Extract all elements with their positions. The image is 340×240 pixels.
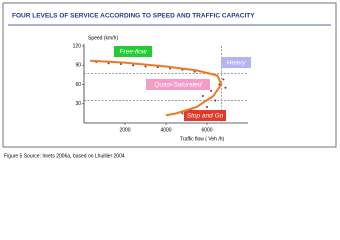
annotation-box [114, 46, 152, 57]
point [206, 105, 208, 108]
curve [90, 59, 223, 117]
y-axis-label: Speed (km/h) [88, 35, 118, 41]
y-tick-label: 120 [73, 43, 82, 49]
point [144, 65, 147, 68]
x-tick-label: 6000 [201, 127, 212, 133]
point [214, 99, 217, 102]
point [132, 64, 135, 67]
x-tick-label: 2000 [119, 127, 130, 133]
annotation-box [146, 79, 210, 90]
x-tick-label: 4000 [160, 127, 171, 133]
y-tick-label: 60 [75, 82, 81, 88]
page: FOUR LEVELS OF SERVICE ACCORDING TO SPEE… [2, 2, 337, 160]
point [222, 78, 225, 81]
annotation: Free-flow [119, 49, 147, 56]
caption: Figure 5 Source: Inrets 2006a, based on … [4, 153, 125, 159]
point [107, 62, 110, 65]
chart-title: FOUR LEVELS OF SERVICE ACCORDING TO SPEE… [12, 13, 255, 20]
point [210, 89, 213, 92]
point [201, 95, 204, 98]
annotation: Heavy [227, 60, 246, 67]
annotation: Quasi-Saturated [154, 82, 202, 89]
frame [2, 2, 337, 148]
y-tick-label: 90 [75, 63, 81, 69]
point [224, 86, 227, 89]
y-tick-label: 30 [75, 101, 81, 107]
annotation: Stop and Go [187, 113, 224, 120]
chart: FOUR LEVELS OF SERVICE ACCORDING TO SPEE… [2, 2, 337, 159]
x-axis-label: Traffic flow ( Veh /h) [180, 136, 225, 142]
annotation-box [184, 110, 226, 121]
annotation-box [221, 57, 251, 68]
point [181, 112, 184, 115]
